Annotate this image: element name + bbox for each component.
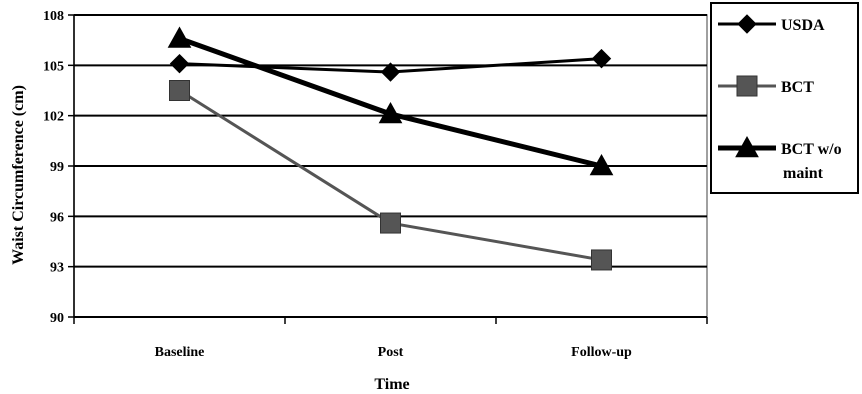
data-point [169,53,190,74]
y-axis-title: Waist Circumference (cm) [10,85,27,265]
y-axis-ticks: 90 93 96 99 102 105 108 [43,9,74,326]
y-tick-label: 96 [50,210,64,225]
x-tick-label: Baseline [155,345,205,360]
series-bct-w-o-maint [167,26,614,176]
x-axis-ticks: Baseline Post Follow-up [73,317,708,360]
data-point [591,48,612,69]
x-axis-title: Time [374,376,409,393]
x-tick-label: Post [378,345,404,360]
data-point [380,212,401,234]
data-point [167,26,192,48]
legend-entry: BCT w/o maint [718,135,842,182]
legend-marker [735,135,759,158]
legend-label: maint [783,165,824,182]
data-point [380,62,401,82]
legend-label: USDA [781,17,825,34]
y-tick-label: 90 [50,311,64,326]
series-usda [169,48,612,82]
series-bct [169,80,612,271]
legend-box [710,2,859,194]
data-point [378,101,403,124]
legend-label: BCT w/o [781,141,842,158]
y-tick-label: 99 [50,160,64,175]
legend-entry: USDA [718,14,825,34]
legend-label: BCT [781,79,814,96]
data-point [589,153,614,176]
legend: USDA BCT BCT w/o maint [710,2,859,194]
y-tick-label: 108 [43,9,64,24]
data-point [169,80,190,101]
legend-entry: BCT [718,75,814,97]
y-tick-label: 93 [50,261,64,276]
legend-marker [737,14,757,34]
x-tick-label: Follow-up [571,345,632,360]
legend-marker [736,75,758,97]
data-point [591,249,612,271]
series-layer [167,26,614,271]
y-tick-label: 105 [43,59,64,74]
y-tick-label: 102 [43,110,64,125]
